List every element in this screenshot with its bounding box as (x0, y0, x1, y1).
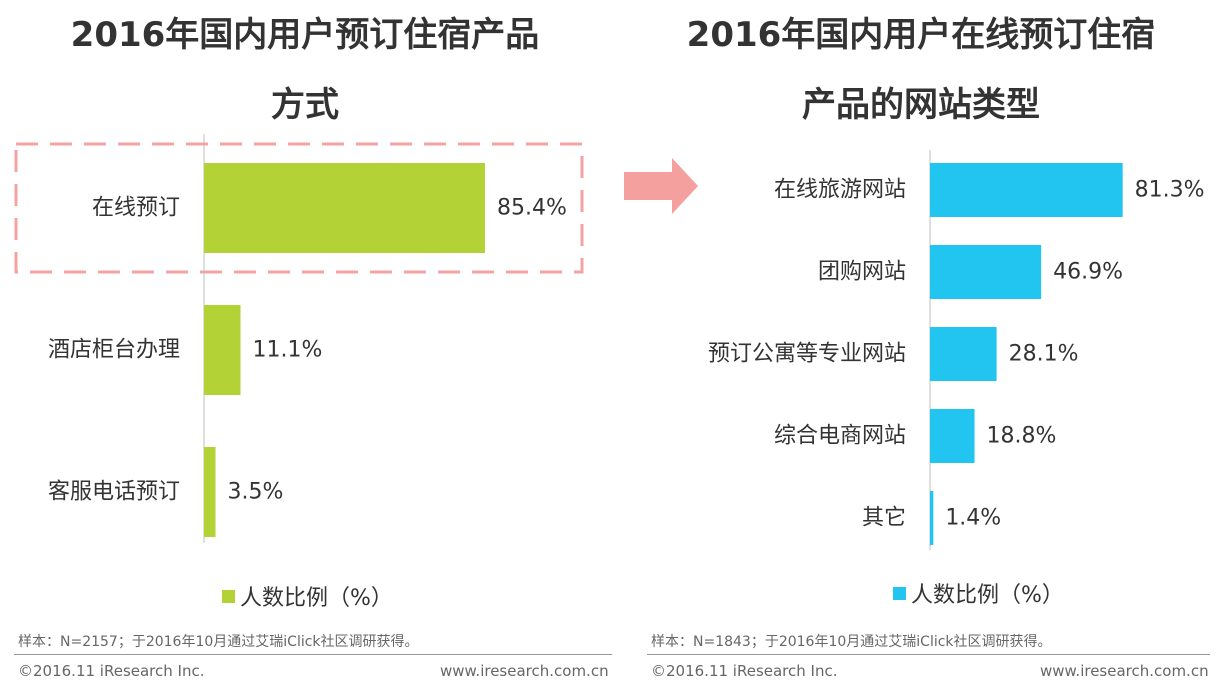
category-label: 其它 (862, 506, 906, 531)
category-label: 综合电商网站 (774, 424, 906, 449)
value-label: 18.8% (987, 424, 1057, 449)
bar-0-2 (204, 447, 216, 537)
bar-1-3 (930, 409, 975, 463)
value-label: 46.9% (1053, 260, 1123, 285)
right-bar-chart: 在线旅游网站 81.3% 团购网站 46.9% 预订公寓等专业网站 28.1% 综合电商网站… (708, 150, 1205, 550)
category-label: 在线旅游网站 (774, 178, 906, 203)
right-copyright: ©2016.11 iResearch Inc. (651, 662, 838, 680)
bar-0-1 (204, 305, 241, 395)
bar-1-0 (930, 163, 1123, 217)
category-label: 在线预订 (92, 196, 180, 221)
value-label: 11.1% (253, 338, 323, 363)
left-legend: 人数比例（%） (222, 580, 393, 612)
left-footer-rule (14, 654, 612, 655)
bar-0-0 (204, 163, 485, 253)
bar-1-1 (930, 245, 1042, 299)
category-label: 酒店柜台办理 (48, 338, 180, 363)
value-label: 28.1% (1009, 342, 1079, 367)
category-label: 团购网站 (818, 260, 906, 285)
right-legend-label: 人数比例（%） (911, 583, 1064, 608)
value-label: 85.4% (497, 196, 567, 221)
right-legend-swatch (893, 586, 906, 600)
left-sample-note: 样本：N=2157；于2016年10月通过艾瑞iClick社区调研获得。 (18, 634, 419, 650)
highlight-box (14, 142, 584, 274)
category-label: 客服电话预订 (48, 480, 180, 505)
right-title-line2: 产品的网站类型 (802, 85, 1040, 125)
bar-1-2 (930, 327, 997, 381)
left-chart-title: 2016年国内用户预订住宿产品 方式 (0, 0, 610, 140)
right-chart-title: 2016年国内用户在线预订住宿 产品的网站类型 (618, 0, 1224, 140)
left-title-line1: 2016年国内用户预订住宿产品 (70, 15, 540, 55)
bar-1-4 (930, 491, 934, 545)
left-copyright: ©2016.11 iResearch Inc. (18, 662, 205, 680)
left-title-line2: 方式 (271, 85, 339, 125)
right-footer-rule (647, 654, 1210, 655)
left-bar-chart: 在线预订 85.4% 酒店柜台办理 11.1% 客服电话预订 3.5% (14, 134, 584, 543)
value-label: 81.3% (1135, 178, 1205, 203)
category-label: 预订公寓等专业网站 (708, 342, 906, 367)
left-legend-label: 人数比例（%） (240, 586, 393, 611)
left-website: www.iresearch.com.cn (440, 662, 609, 680)
value-label: 1.4% (945, 506, 1001, 531)
left-legend-swatch (222, 589, 235, 603)
right-website: www.iresearch.com.cn (1040, 662, 1209, 680)
right-legend: 人数比例（%） (893, 577, 1064, 609)
value-label: 3.5% (228, 480, 284, 505)
right-title-line1: 2016年国内用户在线预订住宿 (686, 15, 1156, 55)
right-sample-note: 样本：N=1843；于2016年10月通过艾瑞iClick社区调研获得。 (651, 634, 1052, 650)
